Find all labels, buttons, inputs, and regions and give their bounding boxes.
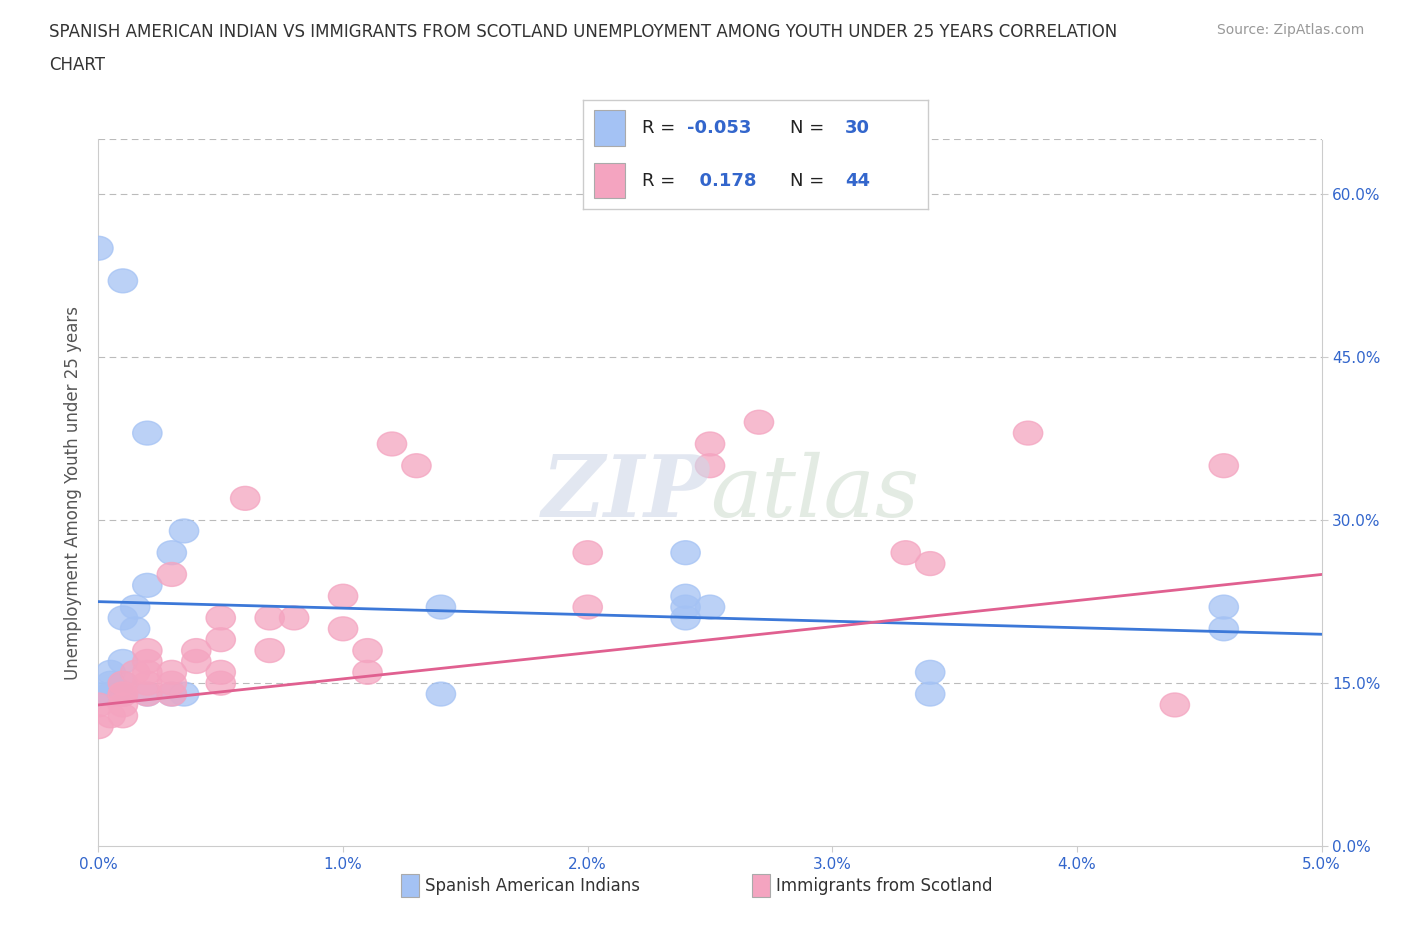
Ellipse shape [1209,595,1239,619]
Ellipse shape [1209,617,1239,641]
Ellipse shape [696,454,724,478]
Ellipse shape [1160,693,1189,717]
Ellipse shape [157,682,187,706]
Ellipse shape [671,595,700,619]
Ellipse shape [84,693,112,717]
Ellipse shape [207,628,235,652]
Ellipse shape [108,693,138,717]
Ellipse shape [96,704,125,728]
Ellipse shape [696,595,724,619]
Ellipse shape [132,649,162,673]
Ellipse shape [1209,454,1239,478]
Ellipse shape [426,595,456,619]
Ellipse shape [108,682,138,706]
Text: N =: N = [790,172,830,190]
Ellipse shape [426,682,456,706]
Text: SPANISH AMERICAN INDIAN VS IMMIGRANTS FROM SCOTLAND UNEMPLOYMENT AMONG YOUTH UND: SPANISH AMERICAN INDIAN VS IMMIGRANTS FR… [49,23,1118,41]
Ellipse shape [132,682,162,706]
Text: Source: ZipAtlas.com: Source: ZipAtlas.com [1216,23,1364,37]
Ellipse shape [157,682,187,706]
Ellipse shape [377,432,406,456]
Text: atlas: atlas [710,452,920,534]
Ellipse shape [671,540,700,565]
Ellipse shape [108,606,138,630]
Ellipse shape [696,432,724,456]
Ellipse shape [329,617,357,641]
Ellipse shape [353,660,382,684]
Ellipse shape [132,574,162,597]
FancyBboxPatch shape [593,163,624,198]
Ellipse shape [1014,421,1043,445]
Ellipse shape [891,540,921,565]
Ellipse shape [574,595,602,619]
Ellipse shape [169,519,198,543]
Ellipse shape [108,682,138,706]
Ellipse shape [96,660,125,684]
Ellipse shape [157,660,187,684]
Ellipse shape [84,682,112,706]
Ellipse shape [121,617,150,641]
Ellipse shape [157,671,187,695]
Ellipse shape [254,606,284,630]
Ellipse shape [915,551,945,576]
Ellipse shape [574,540,602,565]
Ellipse shape [169,682,198,706]
Ellipse shape [280,606,309,630]
Ellipse shape [132,660,162,684]
Ellipse shape [157,540,187,565]
Ellipse shape [207,671,235,695]
Text: N =: N = [790,119,830,137]
Ellipse shape [329,584,357,608]
Text: ZIP: ZIP [543,451,710,535]
Ellipse shape [915,660,945,684]
Text: CHART: CHART [49,56,105,73]
Ellipse shape [402,454,432,478]
Ellipse shape [207,606,235,630]
Text: Immigrants from Scotland: Immigrants from Scotland [776,877,993,895]
Ellipse shape [121,660,150,684]
Ellipse shape [96,682,125,706]
Ellipse shape [84,236,112,260]
Ellipse shape [157,563,187,587]
Ellipse shape [671,584,700,608]
Y-axis label: Unemployment Among Youth under 25 years: Unemployment Among Youth under 25 years [65,306,83,680]
Text: R =: R = [643,119,681,137]
Ellipse shape [353,639,382,662]
Ellipse shape [132,421,162,445]
Ellipse shape [132,682,162,706]
Ellipse shape [108,682,138,706]
Ellipse shape [108,671,138,695]
Text: -0.053: -0.053 [688,119,751,137]
Ellipse shape [108,649,138,673]
Ellipse shape [108,671,138,695]
Ellipse shape [132,639,162,662]
Ellipse shape [96,671,125,695]
Ellipse shape [744,410,773,434]
FancyBboxPatch shape [593,111,624,146]
Text: 30: 30 [845,119,870,137]
Ellipse shape [915,682,945,706]
Ellipse shape [181,649,211,673]
Ellipse shape [231,486,260,511]
Text: 44: 44 [845,172,870,190]
Ellipse shape [84,715,112,738]
Text: R =: R = [643,172,681,190]
Ellipse shape [108,704,138,728]
Ellipse shape [108,269,138,293]
Ellipse shape [207,660,235,684]
Ellipse shape [121,595,150,619]
Ellipse shape [181,639,211,662]
Text: 0.178: 0.178 [688,172,756,190]
Ellipse shape [671,606,700,630]
Text: Spanish American Indians: Spanish American Indians [425,877,640,895]
Ellipse shape [254,639,284,662]
Ellipse shape [132,671,162,695]
